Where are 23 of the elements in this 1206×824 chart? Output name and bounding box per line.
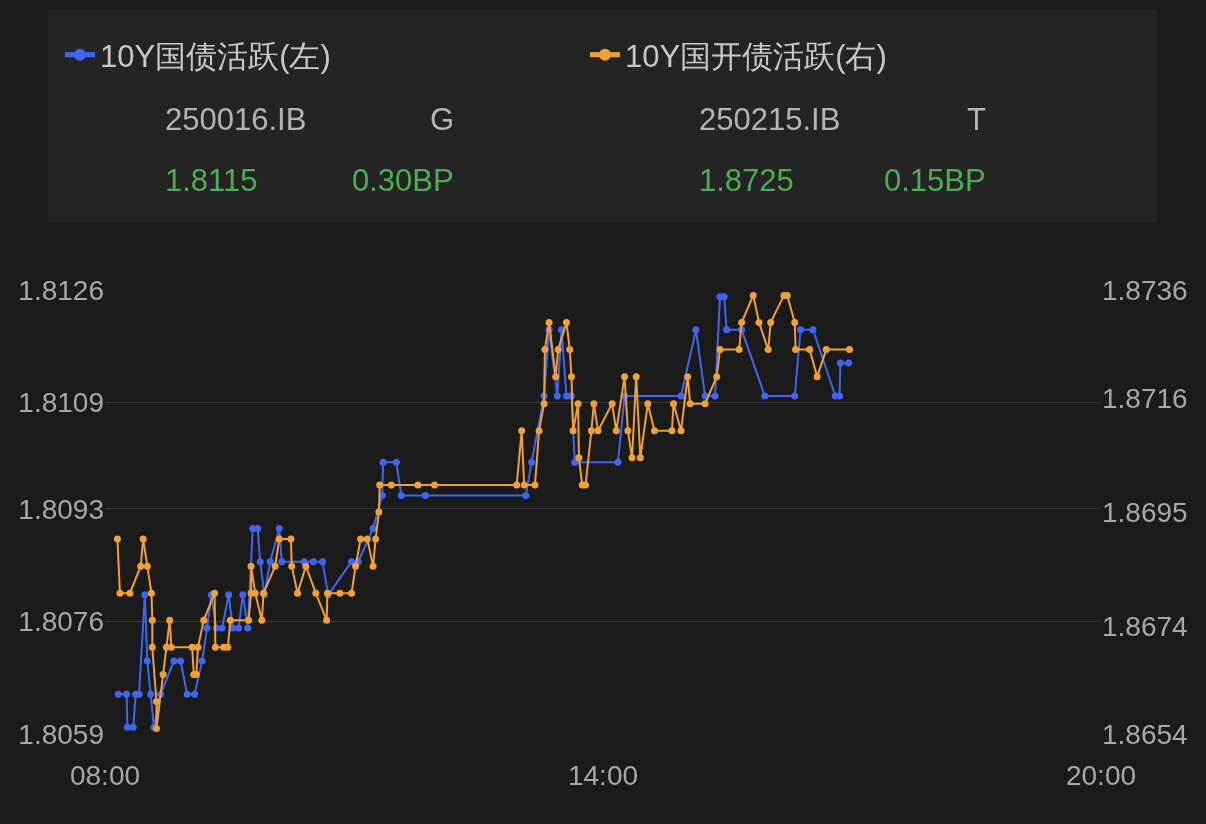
y-tick-label: 1.8093 (18, 493, 104, 525)
y-tick-label: 1.8059 (18, 718, 104, 750)
y-tick-label: 1.8076 (18, 606, 104, 638)
y-tick-label: 1.8109 (18, 387, 104, 419)
legend-label: 10Y国开债活跃(右) (625, 38, 887, 74)
y2-tick-label: 1.8674 (1102, 610, 1188, 642)
legend-label: 10Y国债活跃(左) (100, 38, 331, 74)
x-tick-label: 20:00 (1065, 760, 1137, 791)
y2-tick-label: 1.8695 (1102, 496, 1188, 528)
y-tick-label: 1.8126 (18, 274, 104, 306)
text: 0.15BP (884, 163, 986, 198)
text: 1.8115 (165, 163, 258, 198)
text: G (430, 102, 455, 137)
x-tick-label: 08:00 (69, 760, 141, 791)
y2-tick-label: 1.8736 (1102, 274, 1188, 306)
y2-tick-label: 1.8654 (1102, 718, 1188, 750)
text: T (967, 102, 986, 137)
text: 1.8725 (699, 163, 794, 198)
x-tick-label: 14:00 (567, 760, 639, 791)
text: 250215.IB (699, 102, 841, 137)
text: 0.30BP (352, 163, 454, 198)
y2-tick-label: 1.8716 (1102, 383, 1188, 415)
text: 250016.IB (165, 102, 307, 137)
